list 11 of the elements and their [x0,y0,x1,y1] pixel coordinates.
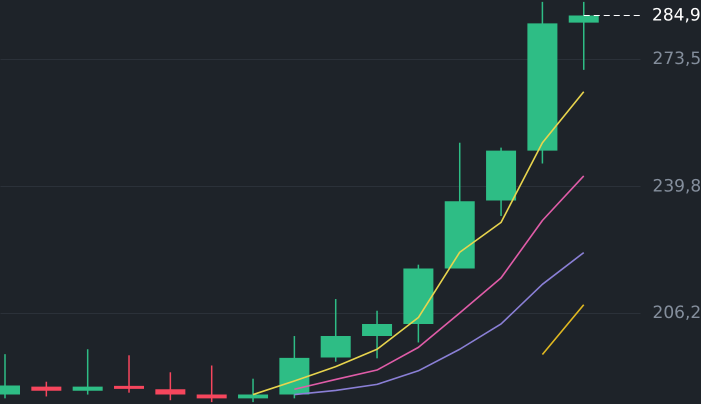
candlestick [155,372,186,401]
candlestick [114,354,144,394]
candlestick [31,380,62,398]
candlestick [196,364,227,403]
y-tick-label: 206,2 [652,303,702,324]
candlestick [238,378,268,403]
ref-line-label: 284,9 [652,5,701,26]
y-tick-label: 273,5 [652,49,702,70]
candlestick [72,348,103,396]
y-tick-label: 239,8 [652,176,702,196]
candlestick [568,1,599,71]
